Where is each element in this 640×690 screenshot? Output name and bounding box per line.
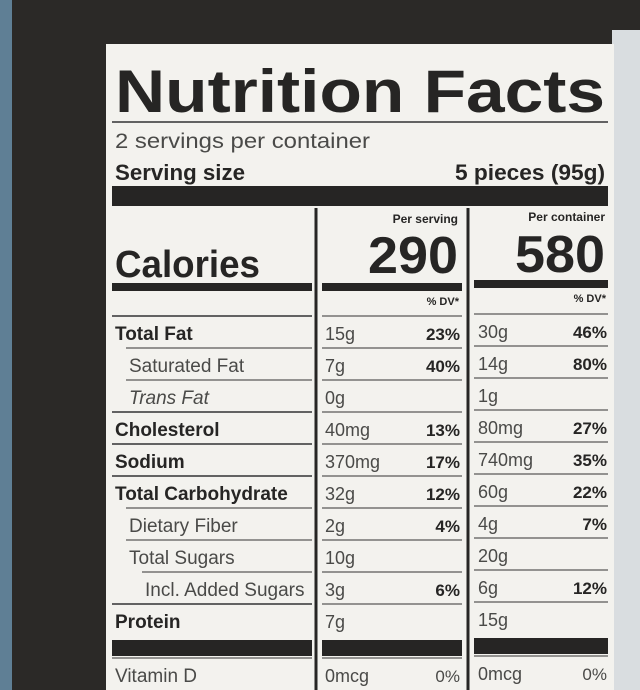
rows: Total Fat 15g 23% 30g 46% Saturated Fat 7g 40% 1… — [112, 313, 608, 687]
serving-amount: 40mg — [325, 420, 370, 440]
container-dv: 22% — [573, 483, 607, 502]
thick-bar — [322, 640, 462, 656]
serving-dv: 17% — [426, 453, 460, 472]
serving-size-label: Serving size — [115, 160, 245, 185]
container-amount: 20g — [478, 546, 508, 566]
thick-bar — [112, 640, 312, 656]
bar — [474, 280, 608, 288]
serving-dv: 23% — [426, 325, 460, 344]
container-amount: 30g — [478, 322, 508, 342]
serving-amount: 15g — [325, 324, 355, 344]
dv-header: % DV* — [574, 293, 607, 305]
serving-size: 5 pieces (95g) — [455, 160, 605, 185]
nutrient-name: Dietary Fiber — [129, 516, 238, 537]
thick-bar — [112, 186, 608, 206]
side-panel — [612, 30, 640, 690]
serving-dv: 12% — [426, 485, 460, 504]
serving-amount: 2g — [325, 516, 345, 536]
nutrient-name: Cholesterol — [115, 420, 220, 441]
nutrient-name: Trans Fat — [129, 388, 210, 409]
container-dv: 12% — [573, 579, 607, 598]
calories-serving: 290 — [368, 227, 458, 285]
container-amount: 740mg — [478, 450, 533, 470]
container-amount: 0mcg — [478, 664, 522, 684]
container-amount: 15g — [478, 610, 508, 630]
per-container: Per container — [528, 210, 605, 224]
serving-amount: 32g — [325, 484, 355, 504]
serving-dv: 4% — [435, 517, 460, 536]
serving-amount: 370mg — [325, 452, 380, 472]
container-dv: 80% — [573, 355, 607, 374]
nutrient-name: Vitamin D — [115, 666, 197, 687]
title: Nutrition Facts — [115, 58, 605, 125]
container-amount: 60g — [478, 482, 508, 502]
serving-dv: 13% — [426, 421, 460, 440]
container-amount: 14g — [478, 354, 508, 374]
serving-amount: 0mcg — [325, 666, 369, 686]
serving-amount: 10g — [325, 548, 355, 568]
nutrient-name: Protein — [115, 612, 180, 633]
thick-bar — [474, 638, 608, 654]
nutrient-name: Incl. Added Sugars — [145, 580, 305, 601]
serving-amount: 7g — [325, 356, 345, 376]
edge-strip — [0, 0, 12, 690]
container-dv: 7% — [582, 515, 607, 534]
container-dv: 0% — [582, 665, 607, 684]
nutrient-name: Total Carbohydrate — [115, 484, 288, 505]
container-amount: 4g — [478, 514, 498, 534]
serving-dv: 6% — [435, 581, 460, 600]
bar — [322, 283, 462, 291]
calories-label: Calories — [115, 244, 260, 286]
container-dv: 35% — [573, 451, 607, 470]
container-amount: 80mg — [478, 418, 523, 438]
label — [106, 44, 614, 690]
per-serving: Per serving — [393, 212, 458, 226]
serving-dv: 0% — [435, 667, 460, 686]
container-dv: 46% — [573, 323, 607, 342]
nutrient-name: Total Fat — [115, 324, 193, 345]
serving-amount: 0g — [325, 388, 345, 408]
serving-amount: 3g — [325, 580, 345, 600]
bar — [112, 283, 312, 291]
container-amount: 6g — [478, 578, 498, 598]
nutrient-name: Saturated Fat — [129, 356, 245, 377]
container-dv: 27% — [573, 419, 607, 438]
serving-dv: 40% — [426, 357, 460, 376]
calories-container: 580 — [515, 226, 605, 284]
dv-header: % DV* — [427, 296, 460, 308]
nutrient-name: Sodium — [115, 452, 185, 473]
serving-amount: 7g — [325, 612, 345, 632]
container-amount: 1g — [478, 386, 498, 406]
nutrient-name: Total Sugars — [129, 548, 235, 569]
servings: 2 servings per container — [115, 130, 370, 153]
